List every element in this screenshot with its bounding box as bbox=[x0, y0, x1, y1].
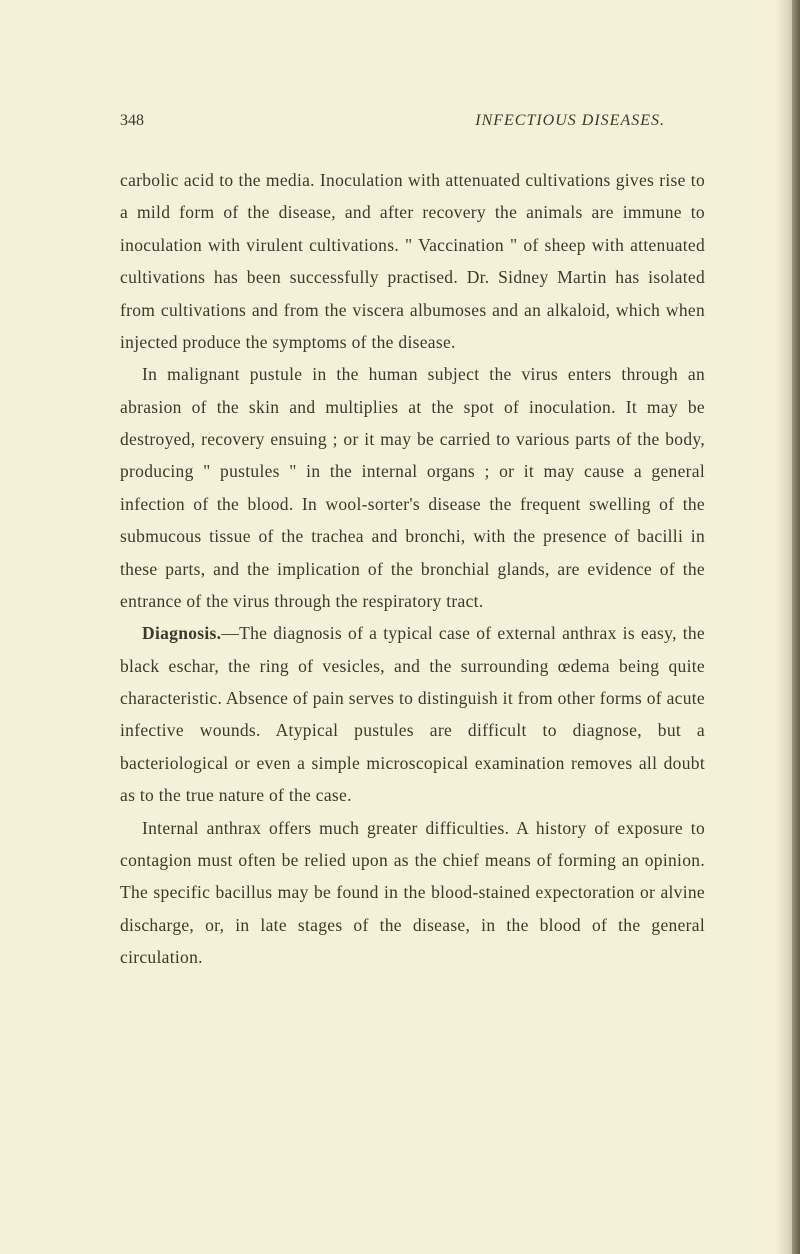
page-header: 348 INFECTIOUS DISEASES. bbox=[120, 112, 705, 130]
book-page: 348 INFECTIOUS DISEASES. carbolic acid t… bbox=[0, 0, 800, 1254]
paragraph-2: In malignant pustule in the human subjec… bbox=[120, 358, 705, 617]
page-edge bbox=[792, 0, 800, 1254]
page-number: 348 bbox=[120, 112, 144, 130]
body-text: carbolic acid to the media. Inoculation … bbox=[120, 164, 705, 973]
paragraph-1: carbolic acid to the media. Inoculation … bbox=[120, 164, 705, 358]
diagnosis-heading: Diagnosis. bbox=[142, 623, 221, 643]
paragraph-3-body: —The diagnosis of a typical case of exte… bbox=[120, 623, 705, 805]
paragraph-4: Internal anthrax offers much greater dif… bbox=[120, 812, 705, 974]
running-title: INFECTIOUS DISEASES. bbox=[475, 112, 665, 130]
paragraph-3: Diagnosis.—The diagnosis of a typical ca… bbox=[120, 617, 705, 811]
